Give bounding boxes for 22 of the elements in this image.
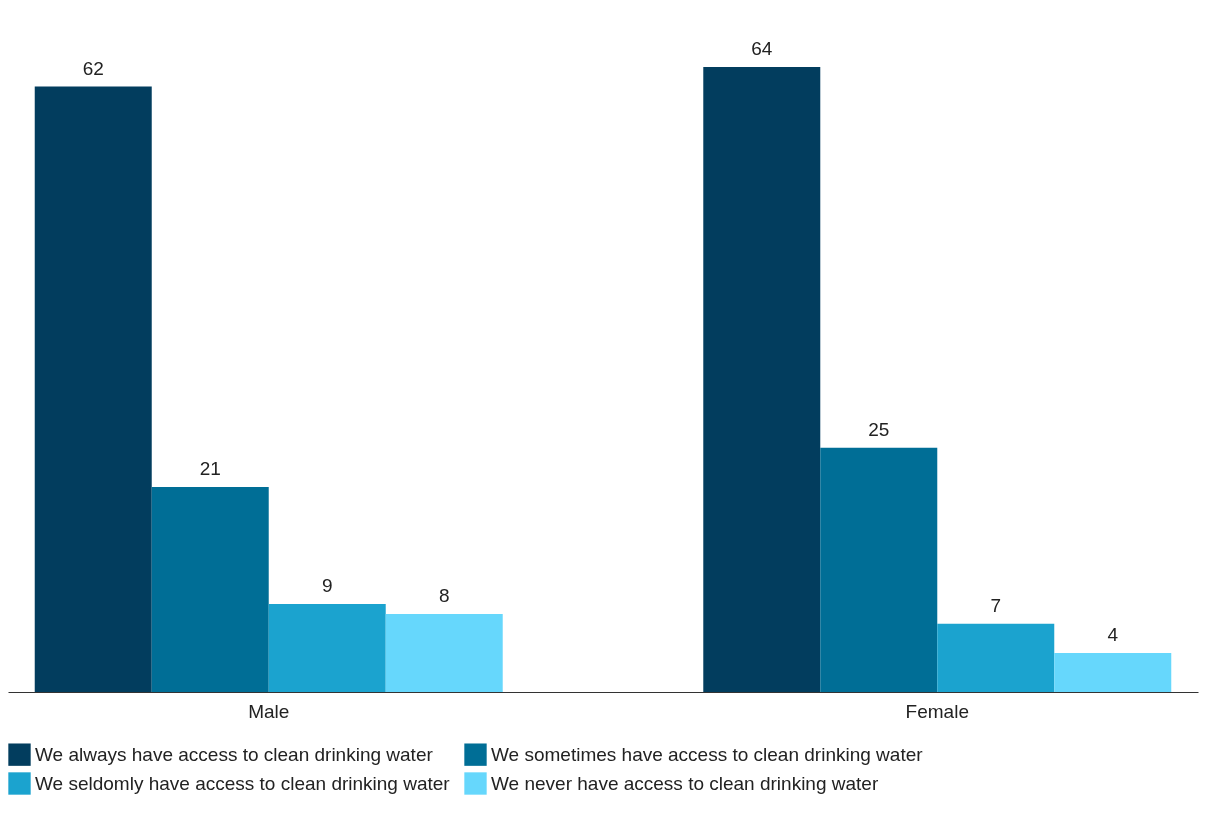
legend-label: We seldomly have access to clean drinking water xyxy=(35,772,451,794)
data-label: 8 xyxy=(438,584,450,606)
x-tick-label: Male xyxy=(248,700,290,722)
data-label: 64 xyxy=(751,38,773,59)
legend-label: We sometimes have access to clean drinking water xyxy=(491,743,924,765)
data-label: 4 xyxy=(1107,623,1119,645)
bar xyxy=(703,67,821,692)
data-label: 62 xyxy=(82,57,104,79)
bar xyxy=(34,86,152,692)
data-label: 25 xyxy=(868,418,890,440)
bar xyxy=(1054,652,1172,692)
data-label: 21 xyxy=(199,457,221,479)
bar xyxy=(820,447,938,692)
legend-label: We always have access to clean drinking water xyxy=(35,743,434,765)
x-tick-label: Female xyxy=(905,700,969,722)
legend-label: We never have access to clean drinking water xyxy=(491,772,879,794)
data-label: 9 xyxy=(321,575,333,597)
bar xyxy=(937,623,1055,692)
data-label: 7 xyxy=(990,594,1002,616)
bar xyxy=(151,486,269,692)
bar xyxy=(385,613,503,692)
bar xyxy=(268,604,386,692)
